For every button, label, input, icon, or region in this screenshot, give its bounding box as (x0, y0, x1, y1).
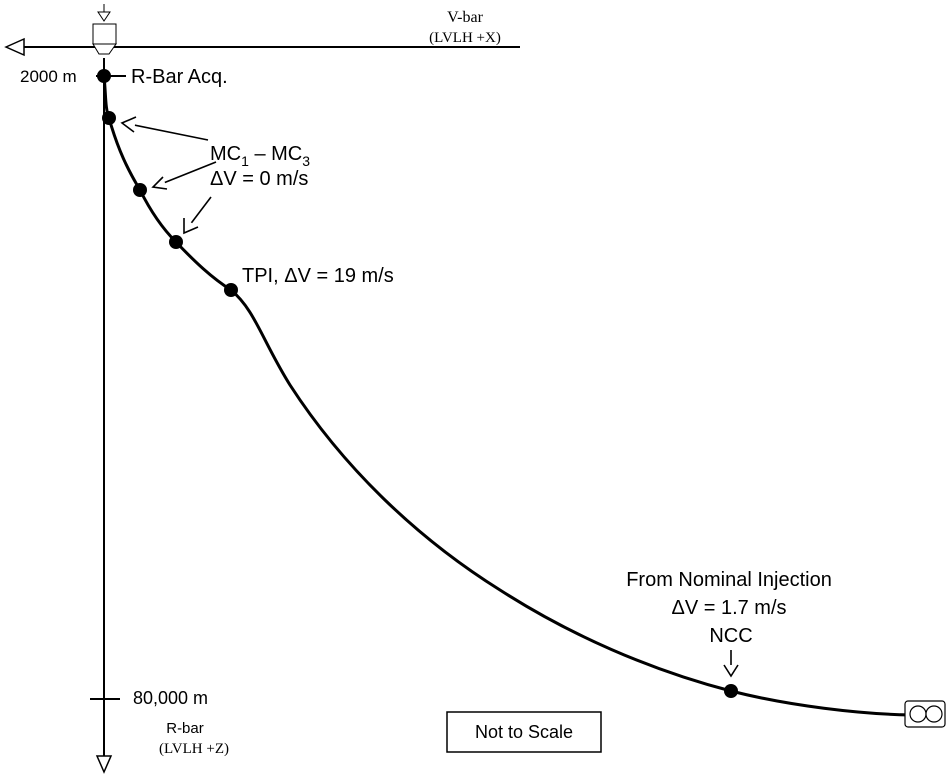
chaser-vehicle-icon (900, 700, 946, 728)
tpi-point (224, 283, 238, 297)
scale-note-box (446, 711, 602, 753)
target-station-icon (92, 4, 117, 55)
mc2-arrow-icon (155, 161, 217, 187)
ncc-label: NCC (709, 625, 752, 647)
mc2-point (133, 183, 147, 197)
mc3-point (169, 235, 183, 249)
rbar-frame-label: (LVLH +Z) (159, 741, 229, 757)
start-range-label: 2000 m (20, 67, 77, 86)
mc3-arrowhead-icon (183, 218, 199, 235)
vbar-label: V-bar (447, 9, 484, 26)
end-range-label: 80,000 m (133, 688, 208, 708)
mc-pointer-arrows (120, 116, 217, 235)
injection-dv-label: ΔV = 1.7 m/s (671, 597, 786, 619)
ncc-arrow-icon (723, 650, 739, 678)
mc1-arrowhead-icon (120, 116, 137, 133)
rbar-arrowhead-icon (95, 755, 113, 774)
mc1-arrow-icon (123, 122, 209, 141)
rbar-label: R-bar (166, 720, 204, 737)
scale-note-label: Not to Scale (475, 722, 573, 742)
rbar-acq-label: R-Bar Acq. (131, 66, 228, 88)
vbar-arrowhead-icon (4, 37, 25, 57)
approach-trajectory (102, 75, 911, 717)
mc1-point (102, 111, 116, 125)
ncc-point (724, 684, 738, 698)
vbar-frame-label: (LVLH +X) (429, 30, 501, 46)
injection-label: From Nominal Injection (626, 569, 832, 591)
tpi-label: TPI, ΔV = 19 m/s (242, 265, 394, 287)
mc2-arrowhead-icon (151, 176, 168, 190)
mc-dv-label: ΔV = 0 m/s (210, 168, 308, 190)
mc-range-label: MC1 – MC3 (210, 143, 310, 169)
